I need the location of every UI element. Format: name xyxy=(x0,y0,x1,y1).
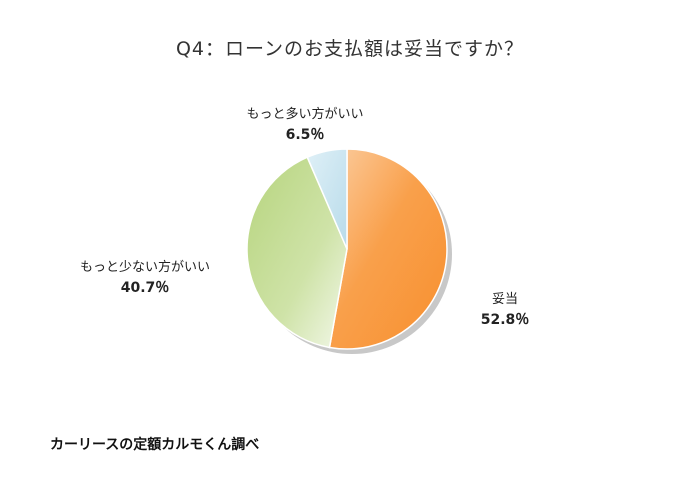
slice-label-datou: 妥当 52.8％ xyxy=(470,288,540,329)
pie-slice-more xyxy=(306,148,348,250)
slice-label-more-value: 6.5％ xyxy=(285,127,325,143)
slice-label-datou-name: 妥当 xyxy=(491,292,518,307)
chart-title: Q4：ローンのお支払額は妥当ですか？ xyxy=(175,38,525,60)
slice-label-datou-value: 52.8％ xyxy=(480,312,530,328)
slice-label-less-name: もっと少ない方がいい xyxy=(79,260,210,275)
slice-label-more: もっと多い方がいい 6.5％ xyxy=(230,103,380,144)
slice-label-less-value: 40.7％ xyxy=(120,280,170,296)
slice-label-more-name: もっと多い方がいい xyxy=(246,107,364,122)
slice-label-less: もっと少ない方がいい 40.7％ xyxy=(60,256,230,297)
source-note: カーリースの定額カルモくん調べ xyxy=(50,437,260,453)
pie-slice-datou xyxy=(328,148,448,350)
pie-slice-less xyxy=(246,156,348,349)
